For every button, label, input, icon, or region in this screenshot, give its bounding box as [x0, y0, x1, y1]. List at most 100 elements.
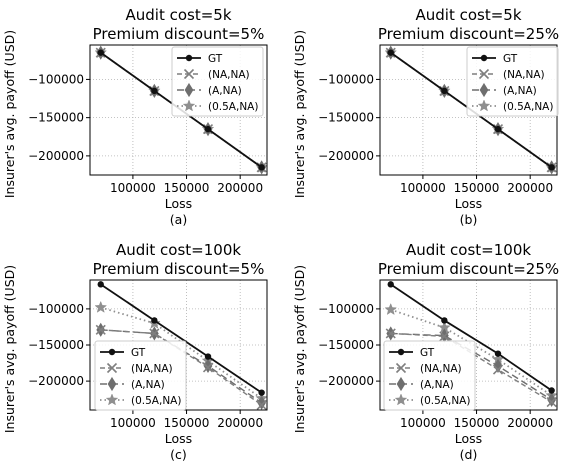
legend-label: GT — [208, 53, 223, 65]
data-point — [441, 87, 448, 95]
series-line — [390, 308, 553, 397]
x-tick-label: 200000 — [507, 181, 553, 195]
legend-box — [94, 340, 187, 411]
legend-marker — [185, 54, 193, 62]
chart-title: Premium discount=25% — [378, 260, 559, 278]
data-point — [258, 164, 265, 171]
data-point — [258, 389, 265, 396]
legend-label: (NA,NA) — [420, 363, 462, 375]
legend-marker — [480, 54, 488, 62]
legend-marker — [396, 376, 406, 392]
subplot-caption: (b) — [460, 212, 478, 227]
legend-marker — [184, 82, 194, 98]
y-tick-label: −200000 — [28, 374, 84, 388]
legend-label: (A,NA) — [208, 85, 242, 97]
legend-label: GT — [503, 53, 518, 65]
legend-marker — [397, 348, 405, 356]
legend-label: (0.5A,NA) — [420, 395, 470, 407]
legend-label: (A,NA) — [503, 85, 537, 97]
data-point — [204, 125, 212, 133]
data-point — [387, 49, 394, 56]
x-axis-label: Loss — [455, 196, 482, 211]
y-axis-label: Insurer's avg. payoff (USD) — [2, 30, 17, 198]
legend-label: (A,NA) — [131, 379, 165, 391]
y-tick-label: −200000 — [28, 149, 84, 163]
y-tick-label: −100000 — [28, 72, 84, 86]
legend-box — [383, 340, 476, 411]
y-tick-label: −150000 — [28, 111, 84, 125]
legend-label: (NA,NA) — [503, 69, 545, 81]
series-GT — [97, 281, 265, 396]
chart-title: Premium discount=25% — [378, 25, 559, 43]
data-point — [97, 281, 104, 288]
legend: GT (NA,NA) (A,NA) (0.5A,NA) — [466, 46, 559, 117]
legend-marker — [478, 68, 490, 80]
x-tick-label: 200000 — [217, 181, 263, 195]
legend-marker — [479, 82, 489, 98]
data-point — [493, 358, 503, 374]
y-axis-label: Insurer's avg. payoff (USD) — [292, 265, 307, 433]
data-point — [256, 399, 267, 411]
x-tick-label: 100000 — [400, 416, 446, 430]
data-point — [204, 353, 212, 360]
subplot-caption: (c) — [170, 447, 187, 462]
plot-frame — [89, 44, 268, 176]
legend-label: (0.5A,NA) — [208, 101, 258, 113]
legend-marker — [394, 393, 408, 406]
data-point — [494, 350, 502, 357]
legend-marker — [477, 99, 491, 112]
series-NANA — [95, 324, 267, 411]
x-axis-label: Loss — [165, 431, 192, 446]
x-tick-label: 150000 — [164, 416, 210, 430]
legend-marker — [183, 68, 195, 80]
legend-marker — [108, 348, 116, 356]
x-tick-label: 150000 — [454, 416, 500, 430]
y-axis-label: Insurer's avg. payoff (USD) — [292, 30, 307, 198]
data-point — [149, 328, 160, 339]
y-tick-label: −150000 — [28, 338, 84, 352]
data-point — [151, 317, 158, 324]
x-axis-label: Loss — [455, 431, 482, 446]
series-line — [100, 306, 263, 400]
y-tick-label: −150000 — [318, 338, 374, 352]
data-point — [151, 87, 158, 95]
legend-marker — [107, 376, 117, 392]
chart-title: Premium discount=5% — [93, 260, 265, 278]
legend-label: (0.5A,NA) — [503, 101, 553, 113]
legend-box — [171, 46, 264, 117]
data-point — [95, 324, 106, 335]
chart-title: Audit cost=5k — [125, 6, 231, 24]
x-tick-label: 100000 — [110, 416, 156, 430]
series-line — [100, 283, 263, 394]
x-axis-label: Loss — [165, 196, 192, 211]
y-tick-label: −200000 — [318, 374, 374, 388]
x-tick-label: 150000 — [164, 181, 210, 195]
data-point — [546, 396, 557, 408]
legend-label: (0.5A,NA) — [131, 395, 181, 407]
data-point — [494, 125, 502, 133]
series-GT — [387, 281, 555, 394]
data-point — [439, 331, 450, 342]
x-tick-label: 150000 — [454, 181, 500, 195]
y-tick-label: −100000 — [318, 302, 374, 316]
data-point — [94, 300, 108, 313]
x-tick-label: 200000 — [217, 416, 263, 430]
subplot-caption: (d) — [460, 447, 478, 462]
legend-label: GT — [131, 347, 146, 359]
chart-title: Audit cost=100k — [116, 241, 241, 259]
legend: GT (NA,NA) (A,NA) (0.5A,NA) — [94, 340, 187, 411]
legend-marker — [105, 393, 119, 406]
x-tick-label: 100000 — [400, 181, 446, 195]
x-tick-label: 200000 — [507, 416, 553, 430]
legend-marker — [395, 362, 407, 374]
legend-label: (NA,NA) — [208, 69, 250, 81]
data-point — [492, 364, 504, 375]
y-tick-label: −200000 — [318, 149, 374, 163]
x-tick-label: 100000 — [110, 181, 156, 195]
data-point — [385, 328, 396, 339]
legend: GT (NA,NA) (A,NA) (0.5A,NA) — [383, 340, 476, 411]
legend: GT (NA,NA) (A,NA) (0.5A,NA) — [171, 46, 264, 117]
